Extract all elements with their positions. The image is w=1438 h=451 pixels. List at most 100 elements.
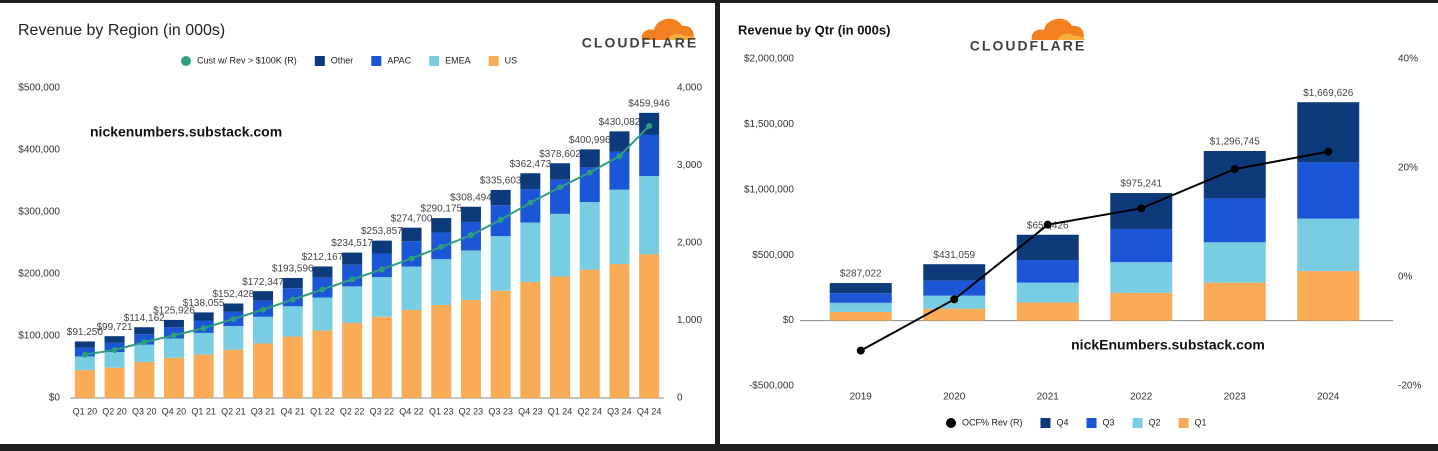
bar-segment — [1297, 218, 1360, 272]
bar-segment — [342, 252, 363, 265]
bar-segment — [923, 308, 986, 321]
bar-segment — [74, 341, 95, 348]
total-label: $378,602 — [539, 149, 581, 160]
line-point — [200, 325, 207, 332]
bar-segment — [923, 280, 986, 296]
legend-swatch — [1086, 418, 1097, 428]
bar-segment — [1110, 228, 1173, 263]
y-tick-label: $500,000 — [752, 250, 794, 261]
line-point — [616, 153, 623, 160]
bar-segment — [312, 330, 333, 398]
bar-segment — [253, 343, 274, 398]
total-label: $287,022 — [840, 269, 882, 280]
bar-segment — [253, 316, 274, 344]
total-label: $152,428 — [212, 289, 254, 300]
legend-label: Q1 — [1195, 417, 1207, 427]
line-point — [1324, 147, 1333, 156]
x-tick-label: Q4 21 — [280, 406, 305, 416]
y-tick-label: $300,000 — [18, 207, 60, 218]
bar-segment — [401, 241, 422, 267]
y2-tick-label: 0 — [677, 393, 683, 404]
line-point — [1043, 220, 1052, 229]
legend-label: APAC — [387, 55, 411, 65]
bar-segment — [1203, 242, 1266, 283]
total-label: $125,926 — [153, 306, 195, 317]
bar-segment — [401, 266, 422, 310]
bar-segment — [134, 362, 155, 398]
bar-segment — [401, 309, 422, 398]
y2-tick-label: 3,000 — [677, 160, 702, 171]
total-label: $114,162 — [124, 313, 165, 324]
bar-segment — [104, 352, 125, 368]
total-label: $253,857 — [361, 226, 403, 237]
x-tick-label: Q3 24 — [607, 406, 632, 416]
legend-swatch — [429, 56, 440, 66]
line — [84, 125, 650, 356]
total-label: $212,167 — [302, 252, 344, 263]
annotation: nickenumbers.substack.com — [90, 124, 282, 140]
bar-segment — [579, 202, 600, 270]
total-label: $138,055 — [183, 298, 225, 309]
legend-label: EMEA — [445, 55, 471, 65]
bar-segment — [134, 344, 155, 363]
total-label: $1,669,626 — [1303, 88, 1353, 99]
x-tick-label: Q2 22 — [340, 406, 365, 416]
y2-tick-label: 2,000 — [677, 238, 702, 249]
line-point — [170, 332, 177, 339]
bar-segment — [104, 367, 125, 398]
legend-label: Cust w/ Rev > $100K (R) — [197, 55, 297, 65]
line-point — [527, 199, 534, 206]
x-tick-label: Q4 24 — [637, 406, 662, 416]
y2-tick-label: 1,000 — [677, 315, 702, 326]
y2-tick-label: 0% — [1398, 272, 1413, 283]
bar-segment — [401, 227, 422, 242]
bar-segment — [460, 300, 481, 398]
bar-segment — [520, 282, 541, 398]
legend-label: Q3 — [1103, 417, 1115, 427]
legend-label: OCF% Rev (R) — [962, 417, 1023, 427]
total-label: $308,494 — [450, 192, 492, 203]
total-label: $431,059 — [933, 250, 975, 261]
bar-segment — [490, 189, 511, 206]
line-point — [1230, 165, 1239, 174]
legend-label: Other — [331, 55, 354, 65]
x-tick-label: 2023 — [1224, 392, 1247, 403]
y-tick-label: $500,000 — [18, 83, 60, 94]
x-tick-label: 2022 — [1130, 392, 1153, 403]
bar-segment — [829, 302, 892, 312]
x-tick-label: Q1 21 — [191, 406, 216, 416]
bar-segment — [104, 336, 125, 343]
bar-segment — [1016, 282, 1079, 303]
logo-cloud — [1031, 18, 1085, 40]
total-label: $430,082 — [599, 117, 641, 128]
line-point — [586, 169, 593, 176]
bar-segment — [342, 264, 363, 287]
line-point — [497, 216, 504, 223]
logo-cloud — [641, 18, 695, 40]
bar-segment — [253, 291, 274, 301]
legend-label: US — [505, 55, 518, 65]
bar-segment — [460, 206, 481, 222]
bar-segment — [490, 236, 511, 291]
x-tick-label: 2021 — [1037, 392, 1060, 403]
total-label: $234,517 — [331, 238, 373, 249]
bar-segment — [431, 259, 452, 305]
bar-segment — [639, 134, 660, 177]
x-tick-label: Q1 23 — [429, 406, 454, 416]
line — [860, 150, 1329, 352]
legend-swatch — [314, 56, 325, 66]
y-tick-label: $400,000 — [18, 145, 60, 156]
total-label: $274,700 — [391, 213, 433, 224]
bar-segment — [550, 179, 571, 214]
bar-segment — [371, 253, 392, 278]
x-tick-label: Q2 23 — [459, 406, 484, 416]
bar-segment — [550, 276, 571, 398]
line-point — [438, 243, 445, 250]
y-tick-label: $1,000,000 — [744, 184, 794, 195]
bar-segment — [829, 311, 892, 321]
bar-segment — [550, 213, 571, 277]
bar-segment — [609, 131, 630, 152]
bar-segment — [1297, 271, 1360, 321]
x-tick-label: Q3 22 — [370, 406, 395, 416]
line-point — [230, 315, 237, 322]
